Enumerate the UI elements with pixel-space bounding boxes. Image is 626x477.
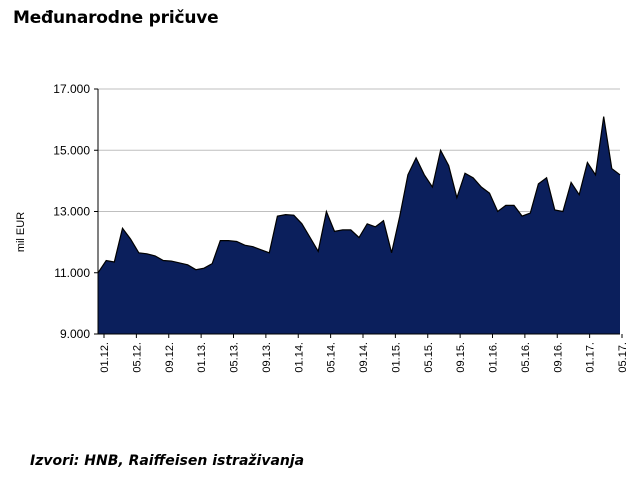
x-tick-label: 01.14. bbox=[293, 342, 305, 373]
x-tick-label: 05.17. bbox=[617, 342, 626, 373]
x-tick-label: 01.12. bbox=[99, 342, 111, 373]
source-note: Izvori: HNB, Raiffeisen istraživanja bbox=[30, 453, 305, 469]
y-tick-labels: 9.000 11.000 13.000 15.000 17.000 bbox=[53, 82, 90, 341]
y-tick-label: 11.000 bbox=[54, 266, 90, 280]
data-line bbox=[97, 116, 621, 274]
x-tick-labels: 01.12. 05.12. 09.12. 01.13. 05.13. 09.13. 01.1… bbox=[99, 334, 626, 373]
y-tick-label: 17.000 bbox=[53, 82, 90, 96]
x-tick-label: 09.15. bbox=[455, 342, 467, 373]
x-tick-label: 05.13. bbox=[229, 342, 241, 373]
x-tick-label: 05.15. bbox=[423, 342, 435, 373]
x-tick-label: 05.12. bbox=[131, 342, 143, 373]
x-tick-label: 09.12. bbox=[164, 342, 176, 373]
reserves-area-chart: mil EUR 9.000 11.000 13.000 15.000 17.000 01… bbox=[15, 82, 626, 373]
x-tick-label: 09.13. bbox=[261, 342, 273, 373]
y-tick-label: 15.000 bbox=[53, 143, 90, 157]
y-tick-label: 9.000 bbox=[60, 327, 90, 341]
y-axis-label: mil EUR bbox=[15, 212, 27, 252]
x-tick-label: 05.14. bbox=[326, 342, 338, 373]
data-area bbox=[98, 116, 620, 334]
y-tick-label: 13.000 bbox=[53, 205, 90, 219]
x-tick-label: 09.16. bbox=[552, 342, 564, 373]
x-tick-label: 09.14. bbox=[358, 342, 370, 373]
chart-title: Međunarodne pričuve bbox=[13, 8, 219, 28]
x-tick-label: 05.16. bbox=[520, 342, 532, 373]
axes bbox=[97, 89, 620, 335]
x-tick-label: 01.16. bbox=[488, 342, 500, 373]
x-tick-label: 01.17. bbox=[585, 342, 597, 373]
x-tick-label: 01.15. bbox=[390, 342, 402, 373]
x-tick-label: 01.13. bbox=[196, 342, 208, 373]
